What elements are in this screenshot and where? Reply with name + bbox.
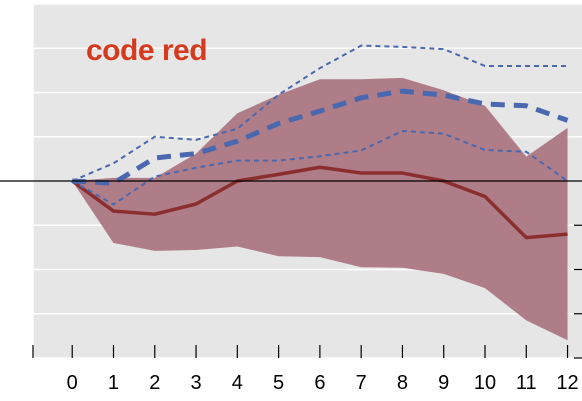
- x-tick-label: 2: [149, 372, 160, 394]
- x-tick-label: 0: [67, 372, 78, 394]
- series-line-thin-dash-lower: [71, 129, 569, 206]
- x-tick-label: 11: [516, 372, 537, 394]
- x-tick-label: 6: [314, 372, 325, 394]
- series-line-thin-dash-upper: [71, 44, 568, 182]
- x-tick-labels: 0 1 2 3 4 5 6 7 8 9 10 11 12: [67, 372, 579, 394]
- series-line-thick-dash: [72, 88, 569, 186]
- series-line-solid: [71, 165, 568, 240]
- x-tick-label: 9: [438, 372, 449, 394]
- x-tick-label: 10: [474, 372, 496, 394]
- x-tick-label: 4: [232, 372, 243, 394]
- x-tick-label: 3: [190, 372, 201, 394]
- confidence-band: [72, 77, 568, 341]
- series-lines: [71, 44, 569, 240]
- axis-ticks: [32, 224, 582, 359]
- x-tick-label: 8: [397, 372, 408, 394]
- x-tick-label: 7: [356, 372, 367, 394]
- x-tick-label: 1: [108, 372, 119, 394]
- x-tick-label: 5: [273, 372, 284, 394]
- x-tick-label: 12: [556, 372, 578, 394]
- chart-title: code red: [86, 34, 208, 67]
- band-area: [72, 77, 568, 341]
